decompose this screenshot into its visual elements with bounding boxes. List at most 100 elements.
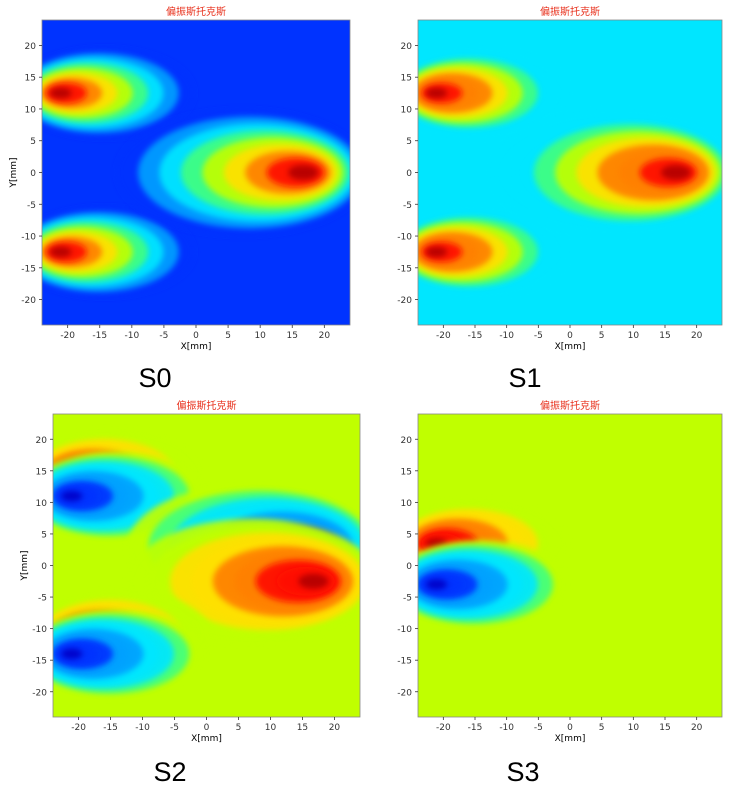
contour-band [49,87,72,99]
y-tick-label: -5 [27,201,36,211]
y-tick-label: -20 [397,688,412,698]
contour-band [60,490,83,502]
y-tick-label: 5 [41,530,47,540]
panel-caption: S1 [508,363,542,393]
chart-title: 偏振斯托克斯 [540,399,600,412]
x-axis-label: X[mm] [555,734,586,744]
heatmap-hotspot [42,48,195,138]
x-tick-label: -5 [170,723,179,733]
x-tick-label: -10 [499,723,514,733]
y-tick-label: -5 [38,594,47,604]
heatmap-hotspot [491,110,722,235]
heatmap-field [418,499,569,629]
y-tick-label: 0 [406,169,412,179]
chart-title: 偏振斯托克斯 [166,5,226,18]
y-tick-label: 15 [401,74,412,84]
contour-band [298,573,329,589]
y-tick-label: 0 [41,562,47,572]
y-tick-label: -20 [397,296,412,306]
y-tick-label: 15 [25,74,36,84]
y-tick-label: -15 [397,657,412,667]
contour-band [425,579,448,590]
y-tick-label: 20 [401,436,413,446]
x-tick-label: 0 [193,331,199,341]
x-tick-label: -15 [103,723,118,733]
y-tick-label: -15 [397,264,412,274]
x-axis-label: X[mm] [181,342,212,352]
y-tick-label: 10 [36,499,48,509]
x-tick-label: -15 [468,331,483,341]
y-tick-label: 10 [401,105,413,115]
x-tick-label: 20 [691,723,703,733]
y-tick-label: 20 [25,42,37,52]
x-tick-label: -20 [71,723,86,733]
y-tick-label: -10 [397,625,412,635]
x-tick-label: -10 [135,723,150,733]
heatmap-field [53,429,360,699]
contour-band [660,165,691,180]
y-tick-label: -5 [403,594,412,604]
x-tick-label: -15 [468,723,483,733]
x-tick-label: 10 [265,723,277,733]
chart-title: 偏振斯托克斯 [177,399,237,412]
stokes-s0-chart: 偏振斯托克斯 20 15 10 5 0 -5 -10 -15 -20 -20 -15 -10 -5 0 5 10… [9,5,351,352]
contour-band [60,648,83,660]
contour-band [425,87,448,99]
y-tick-label: 15 [36,467,47,477]
y-tick-label: -20 [32,688,47,698]
x-tick-label: 20 [329,723,341,733]
y-tick-label: -15 [32,657,47,667]
x-tick-label: 15 [659,723,670,733]
x-tick-label: 20 [319,331,331,341]
x-tick-label: 15 [659,331,670,341]
heatmap-hotspot [418,207,569,297]
y-tick-label: -5 [403,201,412,211]
stokes-s2-chart: 偏振斯托克斯 20 15 10 5 0 -5 -10 -15 -20 -20 -15 -10 -5 0 5 10… [20,399,361,744]
x-axis-label: X[mm] [191,734,222,744]
contour-band [288,164,319,181]
x-tick-label: -5 [159,331,168,341]
x-tick-label: 5 [236,723,242,733]
chart-title: 偏振斯托克斯 [540,5,600,18]
contour-band [425,246,448,258]
y-tick-label: 10 [25,105,37,115]
x-tick-label: 0 [567,723,573,733]
x-tick-label: -5 [534,331,543,341]
heatmap-hotspot [418,540,569,629]
x-tick-label: -20 [436,723,451,733]
heatmap-hotspot [42,207,195,297]
heatmap-hotspot [418,48,569,138]
x-tick-label: -5 [534,723,543,733]
x-tick-label: -10 [124,331,139,341]
y-tick-label: -10 [32,625,47,635]
y-tick-label: -20 [21,296,36,306]
stokes-s1-chart: 偏振斯托克斯 20 15 10 5 0 -5 -10 -15 -20 -20 -15 -10 -5 0 5 10… [397,5,723,352]
heatmap-field [418,48,722,297]
x-tick-label: 0 [567,331,573,341]
x-tick-label: 20 [691,331,703,341]
heatmap-field [42,48,350,297]
y-tick-label: 10 [401,499,413,509]
x-tick-label: 0 [204,723,210,733]
x-tick-label: -20 [436,331,451,341]
panel-caption: S0 [138,363,172,393]
y-tick-label: 15 [401,467,412,477]
x-tick-label: 5 [225,331,231,341]
y-tick-label: 20 [401,42,413,52]
x-tick-label: -20 [60,331,75,341]
x-tick-label: 15 [297,723,308,733]
y-tick-label: -10 [397,233,412,243]
y-tick-label: 0 [30,169,36,179]
contour-band [49,246,72,258]
y-tick-label: 5 [30,137,36,147]
y-tick-label: 5 [406,137,412,147]
y-tick-label: -15 [21,264,36,274]
x-tick-label: 5 [599,723,605,733]
x-tick-label: -15 [92,331,107,341]
y-axis-label: Y[mm] [20,550,30,581]
y-tick-label: 5 [406,530,412,540]
panel-caption: S2 [153,757,187,787]
y-tick-label: 20 [36,436,48,446]
x-axis-label: X[mm] [555,342,586,352]
panel-caption: S3 [506,757,540,787]
